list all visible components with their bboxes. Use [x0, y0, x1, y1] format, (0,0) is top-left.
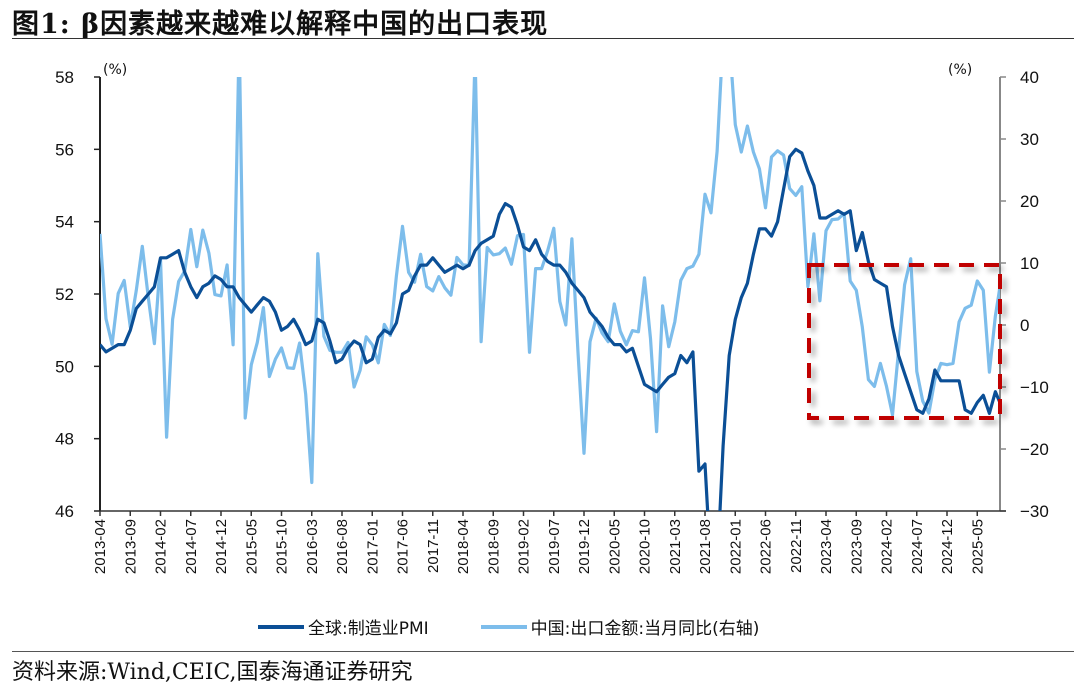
right-tick-label: 30	[1020, 130, 1039, 149]
legend-label-pmi: 全球:制造业PMI	[308, 619, 429, 639]
x-tick-label: 2013-04	[92, 519, 109, 574]
right-tick-label: −20	[1020, 440, 1049, 459]
x-tick-label: 2023-09	[848, 519, 865, 574]
left-tick-label: 58	[55, 68, 74, 87]
x-tick-label: 2017-11	[425, 519, 442, 573]
x-tick-label: 2014-12	[213, 519, 230, 574]
x-tick-label: 2016-03	[304, 519, 321, 574]
right-tick-label: 10	[1020, 254, 1039, 273]
left-tick-label: 54	[55, 213, 74, 232]
left-unit-label: (%)	[103, 62, 127, 78]
source-rule	[12, 651, 1074, 652]
left-tick-label: 46	[55, 502, 74, 521]
x-tick-label: 2021-08	[697, 519, 714, 574]
x-tick-label: 2020-10	[637, 519, 654, 574]
left-tick-label: 56	[55, 140, 74, 159]
right-tick-label: −10	[1020, 378, 1049, 397]
x-tick-label: 2022-01	[727, 519, 744, 574]
legend-item-pmi: 全球:制造业PMI	[258, 614, 429, 639]
x-tick-label: 2014-02	[153, 519, 170, 574]
right-unit-label: (%)	[948, 62, 972, 78]
axes: 46 48 50 52 54 56 58 (%) −30 −20 −10 0 10 20 30 40 (%) 20…	[55, 62, 1049, 574]
x-tick-label: 2023-04	[818, 519, 835, 574]
x-tick-label: 2017-01	[364, 519, 381, 574]
x-tick-label: 2019-12	[576, 519, 593, 574]
x-tick-label: 2014-07	[183, 519, 200, 574]
x-tick-label: 2015-05	[243, 519, 260, 574]
legend-swatch-pmi	[258, 624, 304, 629]
right-tick-label: −30	[1020, 502, 1049, 521]
title-rule	[12, 38, 1074, 39]
x-tick-label: 2021-03	[667, 519, 684, 574]
x-tick-label: 2022-06	[758, 519, 775, 574]
left-tick-label: 50	[55, 357, 74, 376]
x-tick-label: 2024-07	[909, 519, 926, 574]
figure-title: 图1: β因素越来越难以解释中国的出口表现	[12, 9, 549, 40]
x-tick-label: 2015-10	[274, 519, 291, 574]
right-tick-label: 20	[1020, 192, 1039, 211]
x-tick-label: 2024-02	[879, 519, 896, 574]
legend: 全球:制造业PMI 中国:出口金额:当月同比(右轴)	[258, 614, 811, 639]
data-lines	[100, 77, 1000, 511]
legend-item-export: 中国:出口金额:当月同比(右轴)	[480, 614, 760, 639]
x-tick-label: 2022-11	[788, 519, 805, 573]
legend-swatch-export	[480, 624, 527, 629]
left-tick-label: 48	[55, 430, 74, 449]
x-tick-label: 2018-04	[455, 519, 472, 574]
x-tick-label: 2020-05	[606, 519, 623, 574]
x-tick-label: 2018-09	[485, 519, 502, 574]
x-tick-label: 2016-08	[334, 519, 351, 574]
dual-axis-line-chart: 46 48 50 52 54 56 58 (%) −30 −20 −10 0 10 20 30 40 (%) 20…	[55, 62, 1049, 574]
x-tick-label: 2019-07	[546, 519, 563, 574]
x-tick-label: 2025-05	[969, 519, 986, 574]
export-yoy-line	[100, 77, 1000, 485]
legend-label-export: 中国:出口金额:当月同比(右轴)	[530, 619, 760, 639]
right-tick-label: 0	[1020, 316, 1029, 335]
global-pmi-line	[100, 147, 1000, 511]
x-tick-label: 2013-09	[122, 519, 139, 574]
x-tick-label: 2024-12	[939, 519, 956, 574]
left-tick-label: 52	[55, 285, 74, 304]
x-tick-label: 2017-06	[395, 519, 412, 574]
highlight-box	[807, 263, 1002, 420]
right-tick-label: 40	[1020, 68, 1039, 87]
source-note: 资料来源:Wind,CEIC,国泰海通证券研究	[12, 660, 413, 685]
x-tick-label: 2019-02	[516, 519, 533, 574]
